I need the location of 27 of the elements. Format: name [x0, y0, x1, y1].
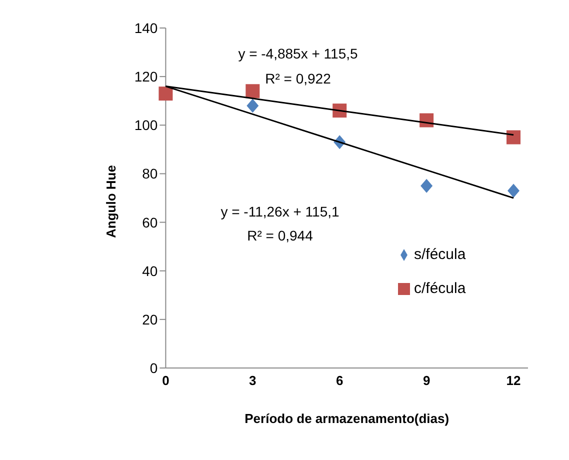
y-axis-title: Angulo Hue [103, 165, 118, 238]
y-tick-label: 60 [142, 214, 158, 230]
x-tick-label: 0 [162, 373, 170, 388]
point [246, 84, 260, 98]
y-tick-label: 20 [142, 311, 158, 328]
x-tick-label: 3 [249, 373, 256, 388]
legend-label: s/fécula [414, 246, 466, 263]
y-tick-label: 140 [134, 20, 158, 36]
y-tick-label: 100 [134, 117, 158, 134]
point [508, 184, 520, 198]
annotation: y = -4,885x + 115,5 [238, 46, 358, 62]
point [420, 178, 433, 193]
y-tick-label: 80 [142, 166, 158, 182]
point [506, 130, 521, 144]
point [246, 98, 259, 113]
point [158, 86, 173, 101]
annotation: R² = 0,922 [265, 70, 332, 87]
x-tick-label: 6 [336, 373, 344, 388]
legend-label: c/fécula [414, 280, 466, 297]
x-tick-label: 9 [422, 373, 430, 388]
x-axis-title: Período de armazenamento(dias) [244, 411, 450, 426]
annotation: R² = 0,944 [247, 228, 314, 244]
x-tick-label: 12 [506, 373, 521, 388]
y-tick-label: 40 [142, 262, 158, 279]
y-tick-label: 0 [150, 360, 158, 376]
y-tick-label: 120 [134, 68, 158, 85]
annotation: y = -11,26x + 115,1 [220, 204, 340, 220]
